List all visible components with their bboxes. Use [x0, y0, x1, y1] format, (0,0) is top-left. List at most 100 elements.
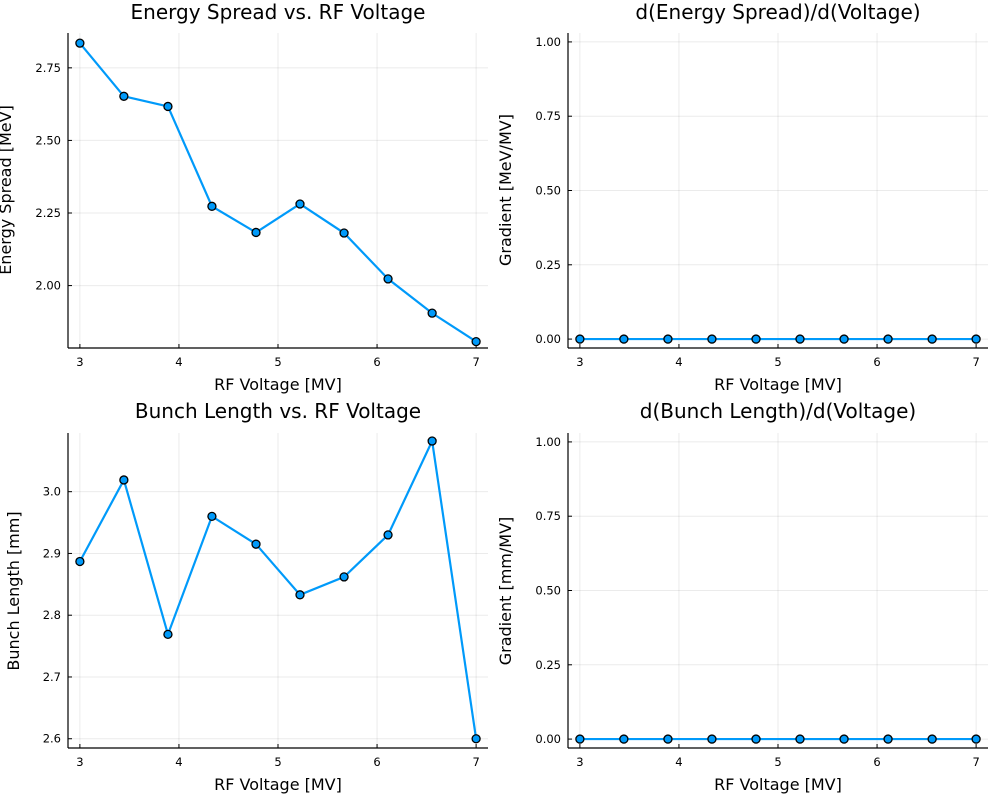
data-point: [795, 734, 805, 744]
plot-title: Energy Spread vs. RF Voltage: [131, 0, 426, 24]
x-tick-label: 7: [972, 755, 979, 769]
y-tick-label: 0.50: [535, 584, 561, 598]
data-point: [971, 334, 981, 344]
data-point: [251, 227, 261, 238]
y-tick-label: 2.75: [35, 61, 61, 75]
x-tick-label: 5: [274, 755, 281, 769]
y-axis-label: Bunch Length [mm]: [4, 511, 23, 670]
x-tick-label: 7: [472, 355, 479, 369]
x-tick-label: 3: [76, 355, 83, 369]
x-tick-label: 4: [675, 355, 682, 369]
y-tick-label: 0.00: [535, 732, 561, 746]
plot-area-bunch-length: 3 4 5 6 7 2.6 2.7 2.8 2.9 3.0: [43, 433, 488, 769]
data-point: [839, 734, 849, 744]
data-point: [971, 734, 981, 744]
y-tick-label: 2.00: [35, 279, 61, 293]
data-point: [751, 334, 761, 344]
x-tick-label: 6: [373, 755, 380, 769]
y-axis-label: Energy Spread [MeV]: [0, 105, 15, 275]
panel-energy-spread: Energy Spread vs. RF Voltage RF Voltage …: [0, 0, 488, 394]
y-tick-label: 2.9: [43, 546, 61, 560]
panel-energy-spread-gradient: d(Energy Spread)/d(Voltage) RF Voltage […: [496, 0, 988, 394]
data-point: [663, 734, 673, 744]
y-tick-label: 2.6: [43, 732, 61, 746]
x-tick-label: 3: [76, 755, 83, 769]
plot-area-energy-spread-gradient: 3 4 5 6 7 0.00 0.25 0.50 0.75 1.00: [535, 33, 988, 369]
x-axis-label: RF Voltage [MV]: [214, 775, 342, 794]
data-point: [295, 199, 305, 209]
series-line: [78, 437, 478, 739]
x-tick-label: 7: [972, 355, 979, 369]
data-point: [339, 228, 349, 238]
data-point: [427, 308, 437, 318]
y-tick-label: 2.25: [35, 206, 61, 220]
data-point: [207, 201, 217, 211]
x-axis-label: RF Voltage [MV]: [714, 775, 842, 794]
data-point: [295, 590, 305, 600]
data-point: [383, 530, 393, 540]
data-point: [163, 629, 173, 640]
y-axis-label: Gradient [mm/MV]: [496, 517, 515, 666]
x-axis-label: RF Voltage [MV]: [214, 375, 342, 394]
data-point: [119, 91, 129, 101]
x-tick-label: 6: [373, 355, 380, 369]
data-point: [927, 734, 937, 744]
data-point: [575, 734, 585, 744]
plot-area-energy-spread: 3 4 5 6 7 2.00 2.25 2.50 2.75: [35, 33, 488, 369]
data-point: [471, 734, 481, 744]
data-point: [163, 101, 173, 112]
y-tick-label: 0.75: [535, 509, 561, 523]
data-point: [795, 334, 805, 344]
y-tick-label: 0.25: [535, 658, 561, 672]
data-point: [883, 734, 893, 744]
panel-bunch-length: Bunch Length vs. RF Voltage RF Voltage […: [4, 399, 488, 794]
data-point: [839, 334, 849, 344]
y-tick-label: 0.00: [535, 332, 561, 346]
y-tick-label: 2.8: [43, 608, 61, 622]
y-tick-label: 1.00: [535, 35, 561, 49]
data-point: [707, 734, 717, 744]
plot-title: d(Bunch Length)/d(Voltage): [640, 399, 916, 423]
data-point: [619, 734, 629, 744]
data-point: [575, 334, 585, 344]
x-tick-label: 5: [774, 755, 781, 769]
y-tick-label: 0.25: [535, 258, 561, 272]
data-point: [339, 572, 349, 582]
series-line: [79, 42, 477, 343]
x-tick-label: 5: [774, 355, 781, 369]
y-tick-label: 0.75: [535, 109, 561, 123]
x-axis-label: RF Voltage [MV]: [714, 375, 842, 394]
x-tick-label: 3: [576, 355, 583, 369]
data-point: [927, 334, 937, 344]
data-point: [883, 334, 893, 344]
data-point: [663, 334, 673, 344]
x-tick-label: 4: [675, 755, 682, 769]
y-tick-label: 2.50: [35, 133, 61, 147]
plot-area-bunch-length-gradient: 3 4 5 6 7 0.00 0.25 0.50 0.75 1.00: [535, 433, 988, 769]
x-tick-label: 5: [274, 355, 281, 369]
data-point: [751, 734, 761, 744]
data-point: [75, 556, 85, 567]
x-tick-label: 7: [472, 755, 479, 769]
x-tick-label: 3: [576, 755, 583, 769]
x-tick-label: 6: [873, 755, 880, 769]
data-point: [119, 475, 129, 485]
plot-title: d(Energy Spread)/d(Voltage): [635, 0, 920, 24]
data-point: [427, 436, 437, 446]
data-point: [75, 38, 85, 48]
plot-title: Bunch Length vs. RF Voltage: [135, 399, 421, 423]
y-tick-label: 3.0: [43, 485, 61, 499]
data-point: [471, 336, 481, 347]
data-point: [619, 334, 629, 344]
x-tick-label: 6: [873, 355, 880, 369]
data-point: [251, 539, 261, 549]
y-tick-label: 1.00: [535, 435, 561, 449]
data-point: [207, 511, 217, 522]
x-tick-label: 4: [175, 355, 182, 369]
y-tick-label: 0.50: [535, 184, 561, 198]
y-axis-label: Gradient [MeV/MV]: [496, 114, 515, 266]
data-point: [707, 334, 717, 344]
panel-bunch-length-gradient: d(Bunch Length)/d(Voltage) RF Voltage [M…: [496, 399, 988, 794]
